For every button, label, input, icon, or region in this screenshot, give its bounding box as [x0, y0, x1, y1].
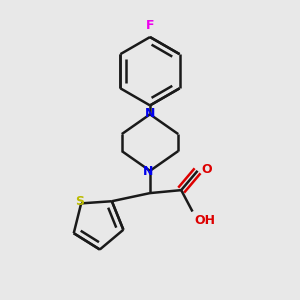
Text: F: F — [146, 19, 154, 32]
Text: O: O — [201, 163, 212, 176]
Text: OH: OH — [194, 214, 215, 227]
Text: N: N — [142, 165, 153, 178]
Text: N: N — [145, 107, 155, 120]
Text: S: S — [75, 195, 84, 208]
